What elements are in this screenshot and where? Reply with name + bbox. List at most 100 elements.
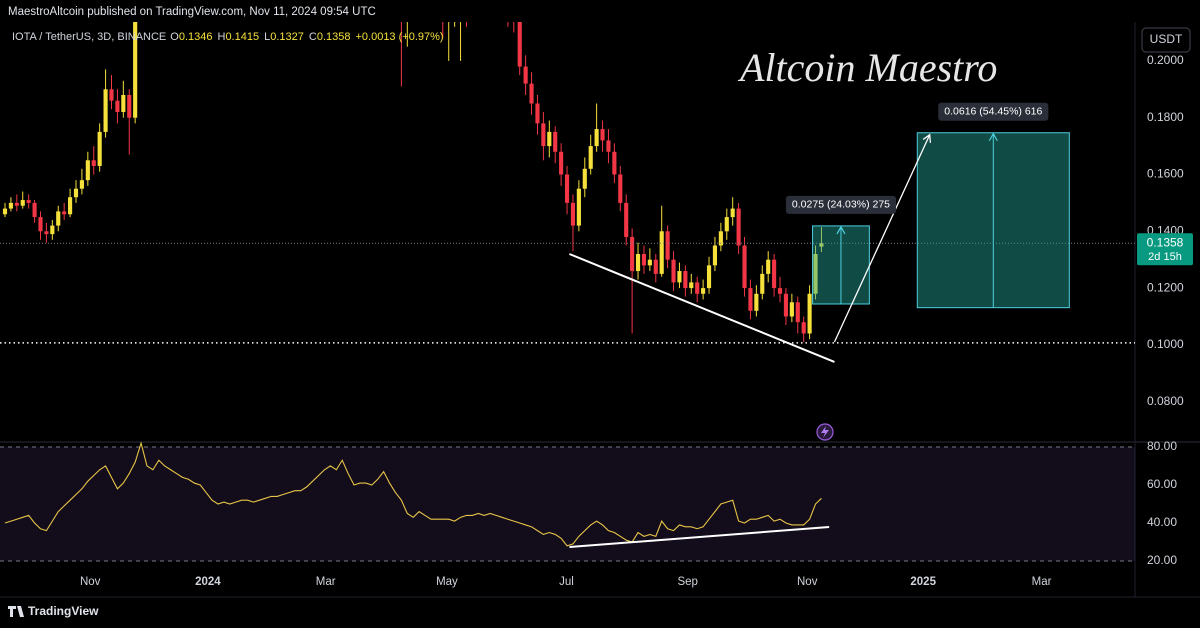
candle-body: [91, 160, 96, 166]
candle-body: [121, 94, 126, 113]
x-tick-label: Jul: [559, 576, 574, 588]
candle-body: [736, 208, 741, 246]
candle-body: [712, 245, 718, 266]
candle-body: [689, 282, 694, 289]
candle-body: [103, 89, 108, 132]
candle-body: [44, 231, 49, 235]
rsi-band: [0, 446, 1135, 562]
rsi-tick-label: 80.00: [1147, 439, 1177, 453]
candle-body: [56, 211, 61, 226]
y-tick-label: 0.1600: [1147, 167, 1184, 181]
y-tick-label: 0.2000: [1147, 53, 1184, 67]
rsi-line: [4, 442, 822, 547]
candle-body: [26, 200, 31, 203]
candle-body: [659, 231, 664, 274]
y-tick-label: 0.1800: [1147, 110, 1184, 124]
currency-label[interactable]: USDT: [1150, 32, 1183, 46]
candle-body: [62, 211, 67, 215]
candle-body: [2, 208, 8, 215]
range-label: 0.0616 (54.45%) 616: [944, 106, 1042, 118]
y-tick-label: 0.1000: [1147, 337, 1184, 351]
range-label-bg: [785, 195, 897, 214]
candle-body: [630, 236, 635, 272]
candle-body: [582, 168, 587, 189]
symbol: IOTA / TetherUS, 3D, BINANCE: [12, 31, 166, 43]
watermark: Altcoin Maestro: [737, 45, 997, 90]
x-tick-label: Sep: [677, 576, 697, 588]
candle-body: [807, 293, 812, 334]
ohlc-value: 0.1358: [317, 31, 351, 43]
candle-body: [85, 160, 90, 181]
candle-body: [523, 66, 528, 84]
ohlc-value: 0.1415: [225, 31, 259, 43]
ohlc-value: 0.1327: [270, 31, 304, 43]
ohlc-value: 0.1346: [179, 31, 213, 43]
candle-body: [594, 129, 599, 147]
footer-logo: TradingView: [8, 604, 99, 618]
candle-body: [576, 188, 581, 226]
candle-body: [541, 123, 546, 147]
x-tick-label: 2025: [910, 576, 936, 588]
candle-body: [553, 131, 558, 152]
candle-body: [647, 259, 652, 266]
rsi-tick-label: 20.00: [1147, 553, 1177, 567]
candle-body: [801, 322, 806, 334]
candle-body: [671, 259, 676, 283]
candle-body: [760, 273, 765, 294]
trendline: [833, 133, 932, 343]
candle-body: [695, 282, 700, 294]
rsi-tick-label: 40.00: [1147, 515, 1177, 529]
ohlc-label: O: [170, 31, 179, 43]
candle-body: [772, 259, 777, 289]
x-tick-label: Mar: [316, 576, 336, 588]
candle-body: [517, 22, 522, 67]
price-tag: [1137, 233, 1193, 266]
candle-body: [68, 197, 73, 215]
ohlc-label: C: [309, 31, 317, 43]
candle-body: [724, 217, 729, 232]
candle-body: [32, 202, 37, 218]
alert-icon[interactable]: [816, 423, 834, 441]
candle-body: [706, 265, 712, 289]
candle-body: [606, 140, 611, 152]
rsi-tick-label: 60.00: [1147, 477, 1177, 491]
candle-body: [665, 231, 670, 260]
candle-body: [618, 174, 623, 203]
rsi-panel: [0, 442, 1135, 562]
candle-body: [109, 89, 114, 101]
candle-body: [677, 271, 682, 283]
y-tick-label: 0.0800: [1147, 394, 1184, 408]
y-tick-label: 0.1200: [1147, 280, 1184, 294]
x-tick-label: Mar: [1032, 576, 1052, 588]
ohlc-label: L: [264, 31, 270, 43]
x-tick-label: May: [436, 576, 458, 588]
candle-body: [683, 271, 688, 289]
candle-body: [529, 83, 534, 104]
candle-body: [20, 200, 25, 206]
candle-body: [742, 245, 747, 289]
candle-body: [635, 254, 641, 272]
candle-body: [588, 146, 593, 169]
candle-body: [730, 208, 735, 218]
alert-bolt[interactable]: [821, 426, 829, 438]
currency-button[interactable]: [1141, 27, 1191, 53]
range-label: 0.0275 (24.03%) 275: [792, 199, 890, 211]
candle-body: [789, 302, 794, 317]
candle-body: [14, 202, 19, 206]
candle-body: [97, 131, 102, 166]
range-label-bg: [938, 102, 1049, 121]
x-tick-label: Nov: [797, 576, 818, 588]
publisher-line: MaestroAltcoin published on TradingView.…: [8, 6, 376, 18]
overlay: IOTA / TetherUS, 3D, BINANCE O0.1346 H0.14…: [12, 31, 1193, 588]
ohlc-label: H: [217, 31, 225, 43]
rsi-trendline: [569, 526, 830, 548]
change: +0.0013 (+0.97%): [355, 31, 443, 43]
candle-body: [559, 151, 564, 175]
price-tag-countdown: 2d 15h: [1148, 251, 1182, 263]
candle-body: [612, 151, 617, 175]
candle-body: [535, 103, 540, 124]
candle-body: [748, 288, 753, 311]
candle-body: [813, 254, 818, 294]
